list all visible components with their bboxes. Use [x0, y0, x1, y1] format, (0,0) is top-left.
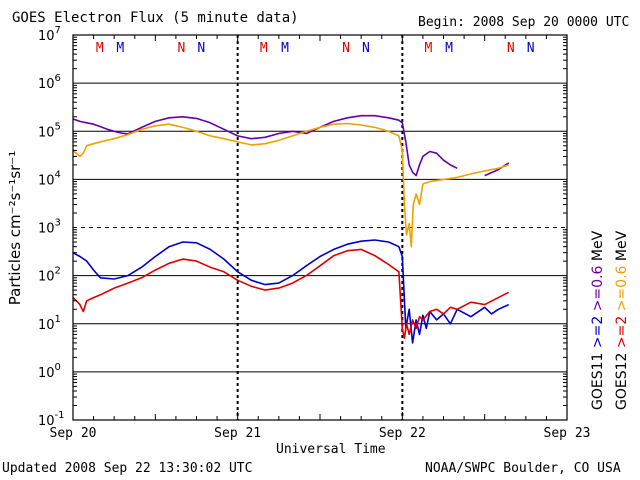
credit-label: NOAA/SWPC Boulder, CO USA: [425, 461, 621, 476]
right-legend-label: >=2: [614, 316, 630, 348]
x-axis-label: Universal Time: [276, 442, 386, 457]
right-legend-column: GOES11 >=2 >=0.6 MeV: [590, 230, 606, 410]
updated-label: Updated 2008 Sep 22 13:30:02 UTC: [2, 461, 253, 476]
right-legend-column: GOES12 >=2 >=0.6 MeV: [614, 230, 630, 410]
y-tick-label: 100: [38, 362, 61, 381]
grid-lines: [73, 35, 567, 420]
right-legend-label: GOES12: [614, 348, 630, 410]
right-legend-label: MeV: [614, 230, 630, 265]
y-tick-label: 107: [38, 25, 61, 44]
right-legend-label: >=0.6: [590, 265, 606, 315]
y-tick-label: 105: [38, 121, 61, 140]
marker-label: N: [197, 41, 205, 56]
x-tick-label: Sep 21: [214, 426, 261, 441]
begin-label: Begin: 2008 Sep 20 0000 UTC: [418, 15, 630, 30]
right-legend-label: >=2: [590, 316, 606, 348]
right-legend-label: MeV: [590, 230, 606, 265]
x-tick-labels: Sep 20 Sep 21 Sep 22 Sep 23: [50, 426, 591, 441]
marker-label: N: [527, 41, 535, 56]
y-tick-label: 106: [38, 73, 61, 92]
right-legend-label: >=0.6: [614, 265, 630, 315]
series-lines: [72, 114, 510, 344]
x-tick-label: Sep 20: [50, 426, 97, 441]
marker-label: N: [362, 41, 370, 56]
marker-label: M: [445, 41, 453, 56]
series-line: [72, 114, 510, 177]
chart-title: GOES Electron Flux (5 minute data): [12, 10, 299, 26]
series-line: [72, 122, 509, 248]
y-tick-label: 103: [38, 218, 61, 237]
series-line: [72, 248, 510, 339]
marker-label: N: [507, 41, 515, 56]
marker-label: M: [116, 41, 124, 56]
marker-label: N: [342, 41, 350, 56]
right-legend-label: GOES11: [590, 348, 606, 410]
marker-label: M: [424, 41, 432, 56]
x-tick-label: Sep 22: [379, 426, 426, 441]
y-tick-label: 104: [38, 169, 61, 188]
y-tick-label: 102: [38, 266, 61, 285]
marker-label: M: [96, 41, 104, 56]
y-tick-label: 101: [38, 314, 61, 333]
marker-label: N: [177, 41, 185, 56]
x-tick-label: Sep 23: [544, 426, 591, 441]
y-axis-label: Particles cm⁻²s⁻¹sr⁻¹: [6, 151, 24, 305]
plot-frame: [72, 34, 568, 421]
marker-label: M: [281, 41, 289, 56]
marker-label: M: [260, 41, 268, 56]
series-line: [72, 239, 510, 344]
